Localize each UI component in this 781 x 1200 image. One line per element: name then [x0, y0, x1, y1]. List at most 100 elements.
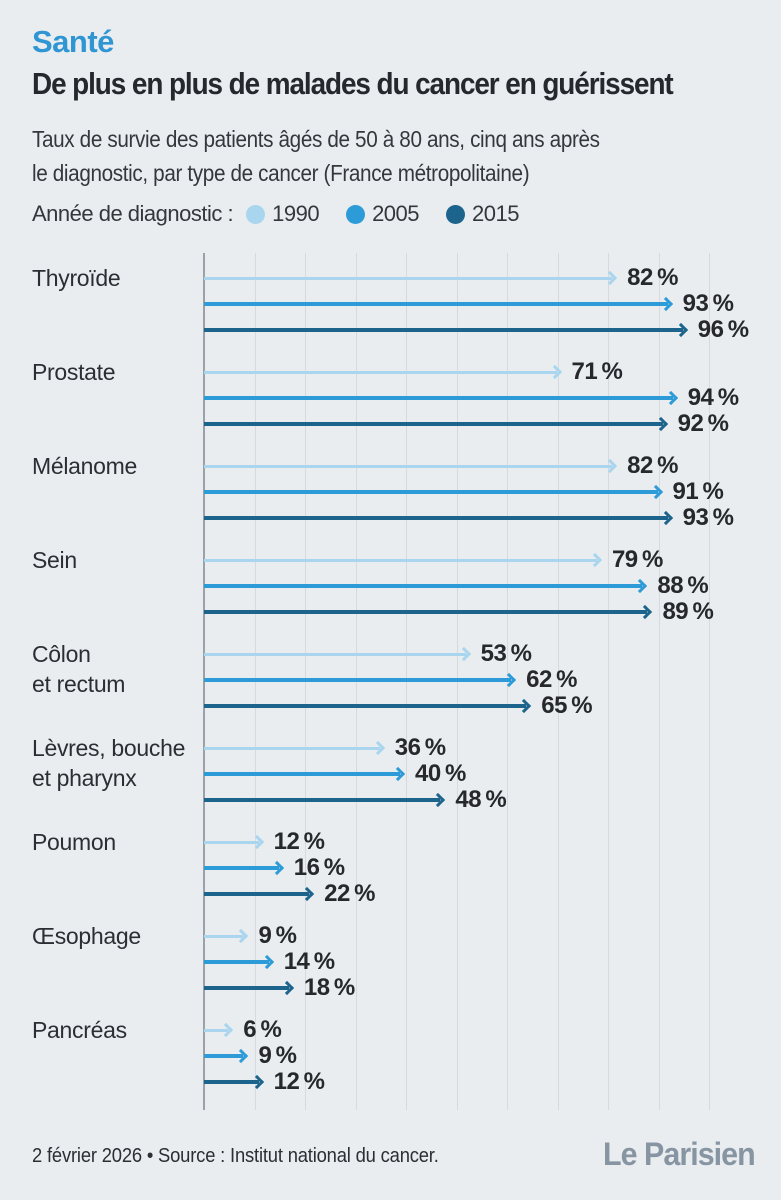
arrow-head-icon: [249, 834, 264, 850]
arrow-shaft: [204, 678, 512, 682]
arrow-shaft: [204, 302, 668, 306]
value-label: 53 %: [480, 640, 532, 667]
arrow-head-icon: [300, 886, 315, 902]
bar-1990: 82 %: [204, 452, 678, 479]
value-label: 6 %: [243, 1016, 282, 1043]
bar-2015: 18 %: [204, 974, 355, 1001]
arrow-shaft: [204, 328, 683, 332]
arrow-shaft: [204, 1028, 229, 1032]
category-label-line: Poumon: [32, 829, 116, 855]
category-label-line: Lèvres, bouche: [32, 735, 186, 761]
value-label: 18 %: [303, 974, 355, 1001]
arrow-shaft: [204, 986, 289, 990]
category-label: Sein: [32, 545, 202, 575]
legend-dot-icon: [246, 204, 266, 224]
plot-area: Thyroïde 82 % 93 % 96 % Prostate 71 % 94 % 92 %…: [32, 253, 749, 1110]
arrow-head-icon: [279, 980, 294, 996]
subtitle-line-2: le diagnostic, par type de cancer (Franc…: [32, 160, 530, 186]
x-gridline-80: [608, 253, 609, 1110]
arrow-shaft: [204, 652, 466, 656]
arrow-shaft: [204, 934, 244, 938]
category-label: Prostate: [32, 357, 202, 387]
source-credit: 2 février 2026 • Source : Institut natio…: [32, 1145, 439, 1167]
value-label: 14 %: [283, 948, 335, 975]
arrow-head-icon: [673, 322, 688, 338]
category-group-6: Lèvres, bouche et pharynx 36 % 40 % 48 %: [32, 727, 709, 821]
value-label: 62 %: [526, 666, 577, 693]
value-label: 22 %: [324, 880, 375, 907]
category-group-7: Poumon 12 % 16 % 22 %: [32, 821, 709, 915]
category-label: Lèvres, bouche et pharynx: [32, 733, 202, 793]
chart-subtitle: Taux de survie des patients âgés de 50 à…: [32, 122, 600, 190]
legend-item-label: 2015: [472, 201, 519, 226]
category-group-1: Thyroïde 82 % 93 % 96 %: [32, 257, 749, 351]
legend-label: Année de diagnostic :: [32, 201, 234, 226]
value-label: 94 %: [687, 384, 739, 411]
section-kicker: Santé: [32, 24, 114, 59]
value-label: 82 %: [627, 452, 678, 479]
arrow-head-icon: [638, 604, 653, 620]
legend-item-2015: 2015: [446, 201, 519, 227]
category-label-line: et rectum: [32, 671, 126, 697]
legend-dot-icon: [446, 204, 466, 224]
category-label: Thyroïde: [32, 263, 202, 293]
arrow-head-icon: [269, 860, 284, 876]
legend-dot-icon: [346, 204, 366, 224]
bar-2005: 93 %: [204, 290, 734, 317]
bar-1990: 71 %: [204, 358, 623, 385]
category-group-8: Œsophage 9 % 14 % 18 %: [32, 915, 709, 1009]
value-label: 79 %: [611, 546, 663, 573]
value-label: 65 %: [541, 692, 593, 719]
arrow-shaft: [204, 276, 613, 280]
value-label: 16 %: [293, 854, 345, 881]
arrow-head-icon: [502, 672, 517, 688]
bar-1990: 6 %: [204, 1016, 282, 1043]
arrow-shaft: [204, 490, 658, 494]
legend: Année de diagnostic : 1990 2005 2015: [32, 199, 546, 229]
arrow-head-icon: [390, 766, 406, 782]
arrow-shaft: [204, 464, 613, 468]
arrow-shaft: [204, 370, 557, 374]
bar-1990: 9 %: [204, 922, 297, 949]
value-label: 88 %: [657, 572, 709, 599]
bar-2005: 91 %: [204, 478, 724, 505]
bar-1990: 82 %: [204, 264, 678, 291]
arrow-shaft: [204, 516, 668, 520]
value-label: 12 %: [273, 1068, 325, 1095]
legend-item-1990: 1990: [246, 201, 320, 227]
bar-2005: 40 %: [204, 760, 466, 787]
value-label: 9 %: [258, 922, 297, 949]
legend-item-2005: 2005: [346, 201, 420, 227]
legend-item-label: 1990: [272, 201, 320, 226]
arrow-head-icon: [249, 1074, 264, 1090]
arrow-head-icon: [587, 552, 603, 568]
legend-items: 1990 2005 2015: [246, 201, 546, 227]
arrow-head-icon: [547, 364, 562, 380]
arrow-head-icon: [517, 698, 532, 714]
x-gridline-100: [709, 253, 710, 1110]
bar-2015: 12 %: [204, 1068, 325, 1095]
arrow-head-icon: [234, 1048, 249, 1064]
bar-2005: 94 %: [204, 384, 739, 411]
bar-1990: 79 %: [204, 546, 663, 573]
arrow-head-icon: [603, 270, 618, 286]
leparisien-logo: Le Parisien: [603, 1136, 756, 1172]
arrow-shaft: [204, 798, 441, 802]
category-group-4: Sein 79 % 88 % 89 %: [32, 539, 714, 633]
bar-1990: 12 %: [204, 828, 325, 855]
category-label-line: et pharynx: [32, 765, 137, 791]
category-label: Pancréas: [32, 1015, 202, 1045]
category-label-line: Œsophage: [32, 923, 141, 949]
bar-2015: 92 %: [204, 410, 729, 437]
value-label: 71 %: [571, 358, 623, 385]
bar-2005: 62 %: [204, 666, 577, 693]
legend-item-label: 2005: [372, 201, 420, 226]
category-label-line: Côlon: [32, 641, 91, 667]
x-gridline-90: [658, 253, 660, 1110]
bar-2015: 96 %: [204, 316, 749, 343]
bar-2005: 9 %: [204, 1042, 297, 1069]
chart-title: De plus en plus de malades du cancer en …: [32, 66, 674, 101]
x-gridline-70: [557, 253, 559, 1110]
bar-2015: 89 %: [204, 598, 714, 625]
arrow-head-icon: [456, 646, 471, 662]
